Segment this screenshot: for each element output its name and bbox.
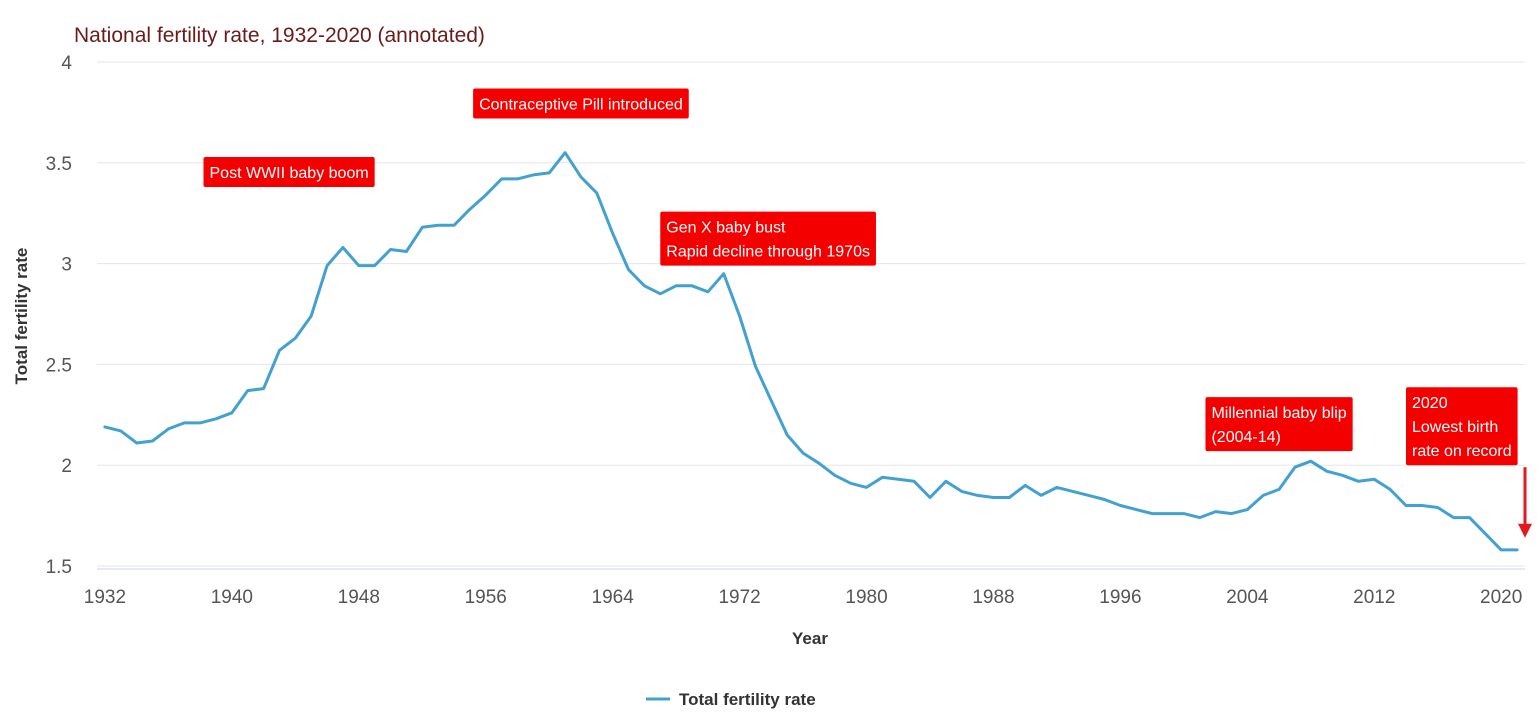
annotation: Contraceptive Pill introduced xyxy=(473,88,689,119)
annotation-box xyxy=(473,88,689,119)
arrow-head xyxy=(1518,523,1532,538)
legend[interactable]: Total fertility rate xyxy=(646,690,816,709)
x-tick-label: 1932 xyxy=(84,587,126,608)
annotation-text: Contraceptive Pill introduced xyxy=(479,96,683,113)
x-tick-label: 1980 xyxy=(845,587,887,608)
y-tick-label: 3 xyxy=(61,255,72,276)
annotation-box xyxy=(660,211,876,266)
annotation-text: 2020 xyxy=(1412,395,1448,412)
annotation: Post WWII baby boom xyxy=(203,156,375,187)
x-tick-label: 1940 xyxy=(211,587,253,608)
annotation-box xyxy=(1406,387,1518,466)
annotation-text: Lowest birth xyxy=(1412,419,1498,436)
legend-label: Total fertility rate xyxy=(679,690,816,709)
annotation: Millennial baby blip (2004-14) xyxy=(1205,397,1353,452)
annotation: 2020 Lowest birth rate on record xyxy=(1406,387,1518,466)
y-tick-label: 1.5 xyxy=(46,557,72,578)
record-low-arrow xyxy=(1518,467,1532,538)
annotation-text: Gen X baby bust xyxy=(666,220,786,237)
y-tick-label: 4 xyxy=(61,53,72,74)
annotation-box xyxy=(203,156,375,187)
series-line[interactable] xyxy=(103,151,1519,552)
annotation-text: Rapid decline through 1970s xyxy=(666,244,870,261)
chart-title: National fertility rate, 1932-2020 (anno… xyxy=(74,24,485,47)
x-axis-ticks: 1932 1940 1948 1956 1964 1972 1980 1988 1996 2004… xyxy=(84,587,1523,608)
annotation-box xyxy=(1205,397,1353,452)
x-tick-label: 1964 xyxy=(592,587,635,608)
annotation-text: Post WWII baby boom xyxy=(210,165,369,182)
x-tick-label: 1996 xyxy=(1099,587,1141,608)
x-axis-title: Year xyxy=(792,629,828,648)
x-tick-label: 1948 xyxy=(338,587,380,608)
annotation-text: Millennial baby blip xyxy=(1211,405,1346,422)
annotations-group: Post WWII baby boom Contraceptive Pill in… xyxy=(203,88,1518,466)
x-tick-label: 1972 xyxy=(718,587,760,608)
x-tick-label: 2004 xyxy=(1226,587,1269,608)
annotation-text: rate on record xyxy=(1412,443,1512,460)
y-tick-label: 2.5 xyxy=(46,355,72,376)
x-tick-label: 2012 xyxy=(1353,587,1395,608)
annotation-text: (2004-14) xyxy=(1211,429,1280,446)
y-tick-label: 2 xyxy=(61,456,72,477)
x-tick-label: 1988 xyxy=(972,587,1014,608)
series-group xyxy=(103,151,1519,552)
y-axis-title: Total fertility rate xyxy=(12,248,31,385)
y-tick-label: 3.5 xyxy=(46,154,72,175)
y-axis-ticks: 1.5 2 2.5 3 3.5 4 xyxy=(46,53,73,578)
x-tick-label: 1956 xyxy=(465,587,507,608)
annotation: Gen X baby bust Rapid decline through 197… xyxy=(660,211,876,266)
x-tick-label: 2020 xyxy=(1480,587,1522,608)
